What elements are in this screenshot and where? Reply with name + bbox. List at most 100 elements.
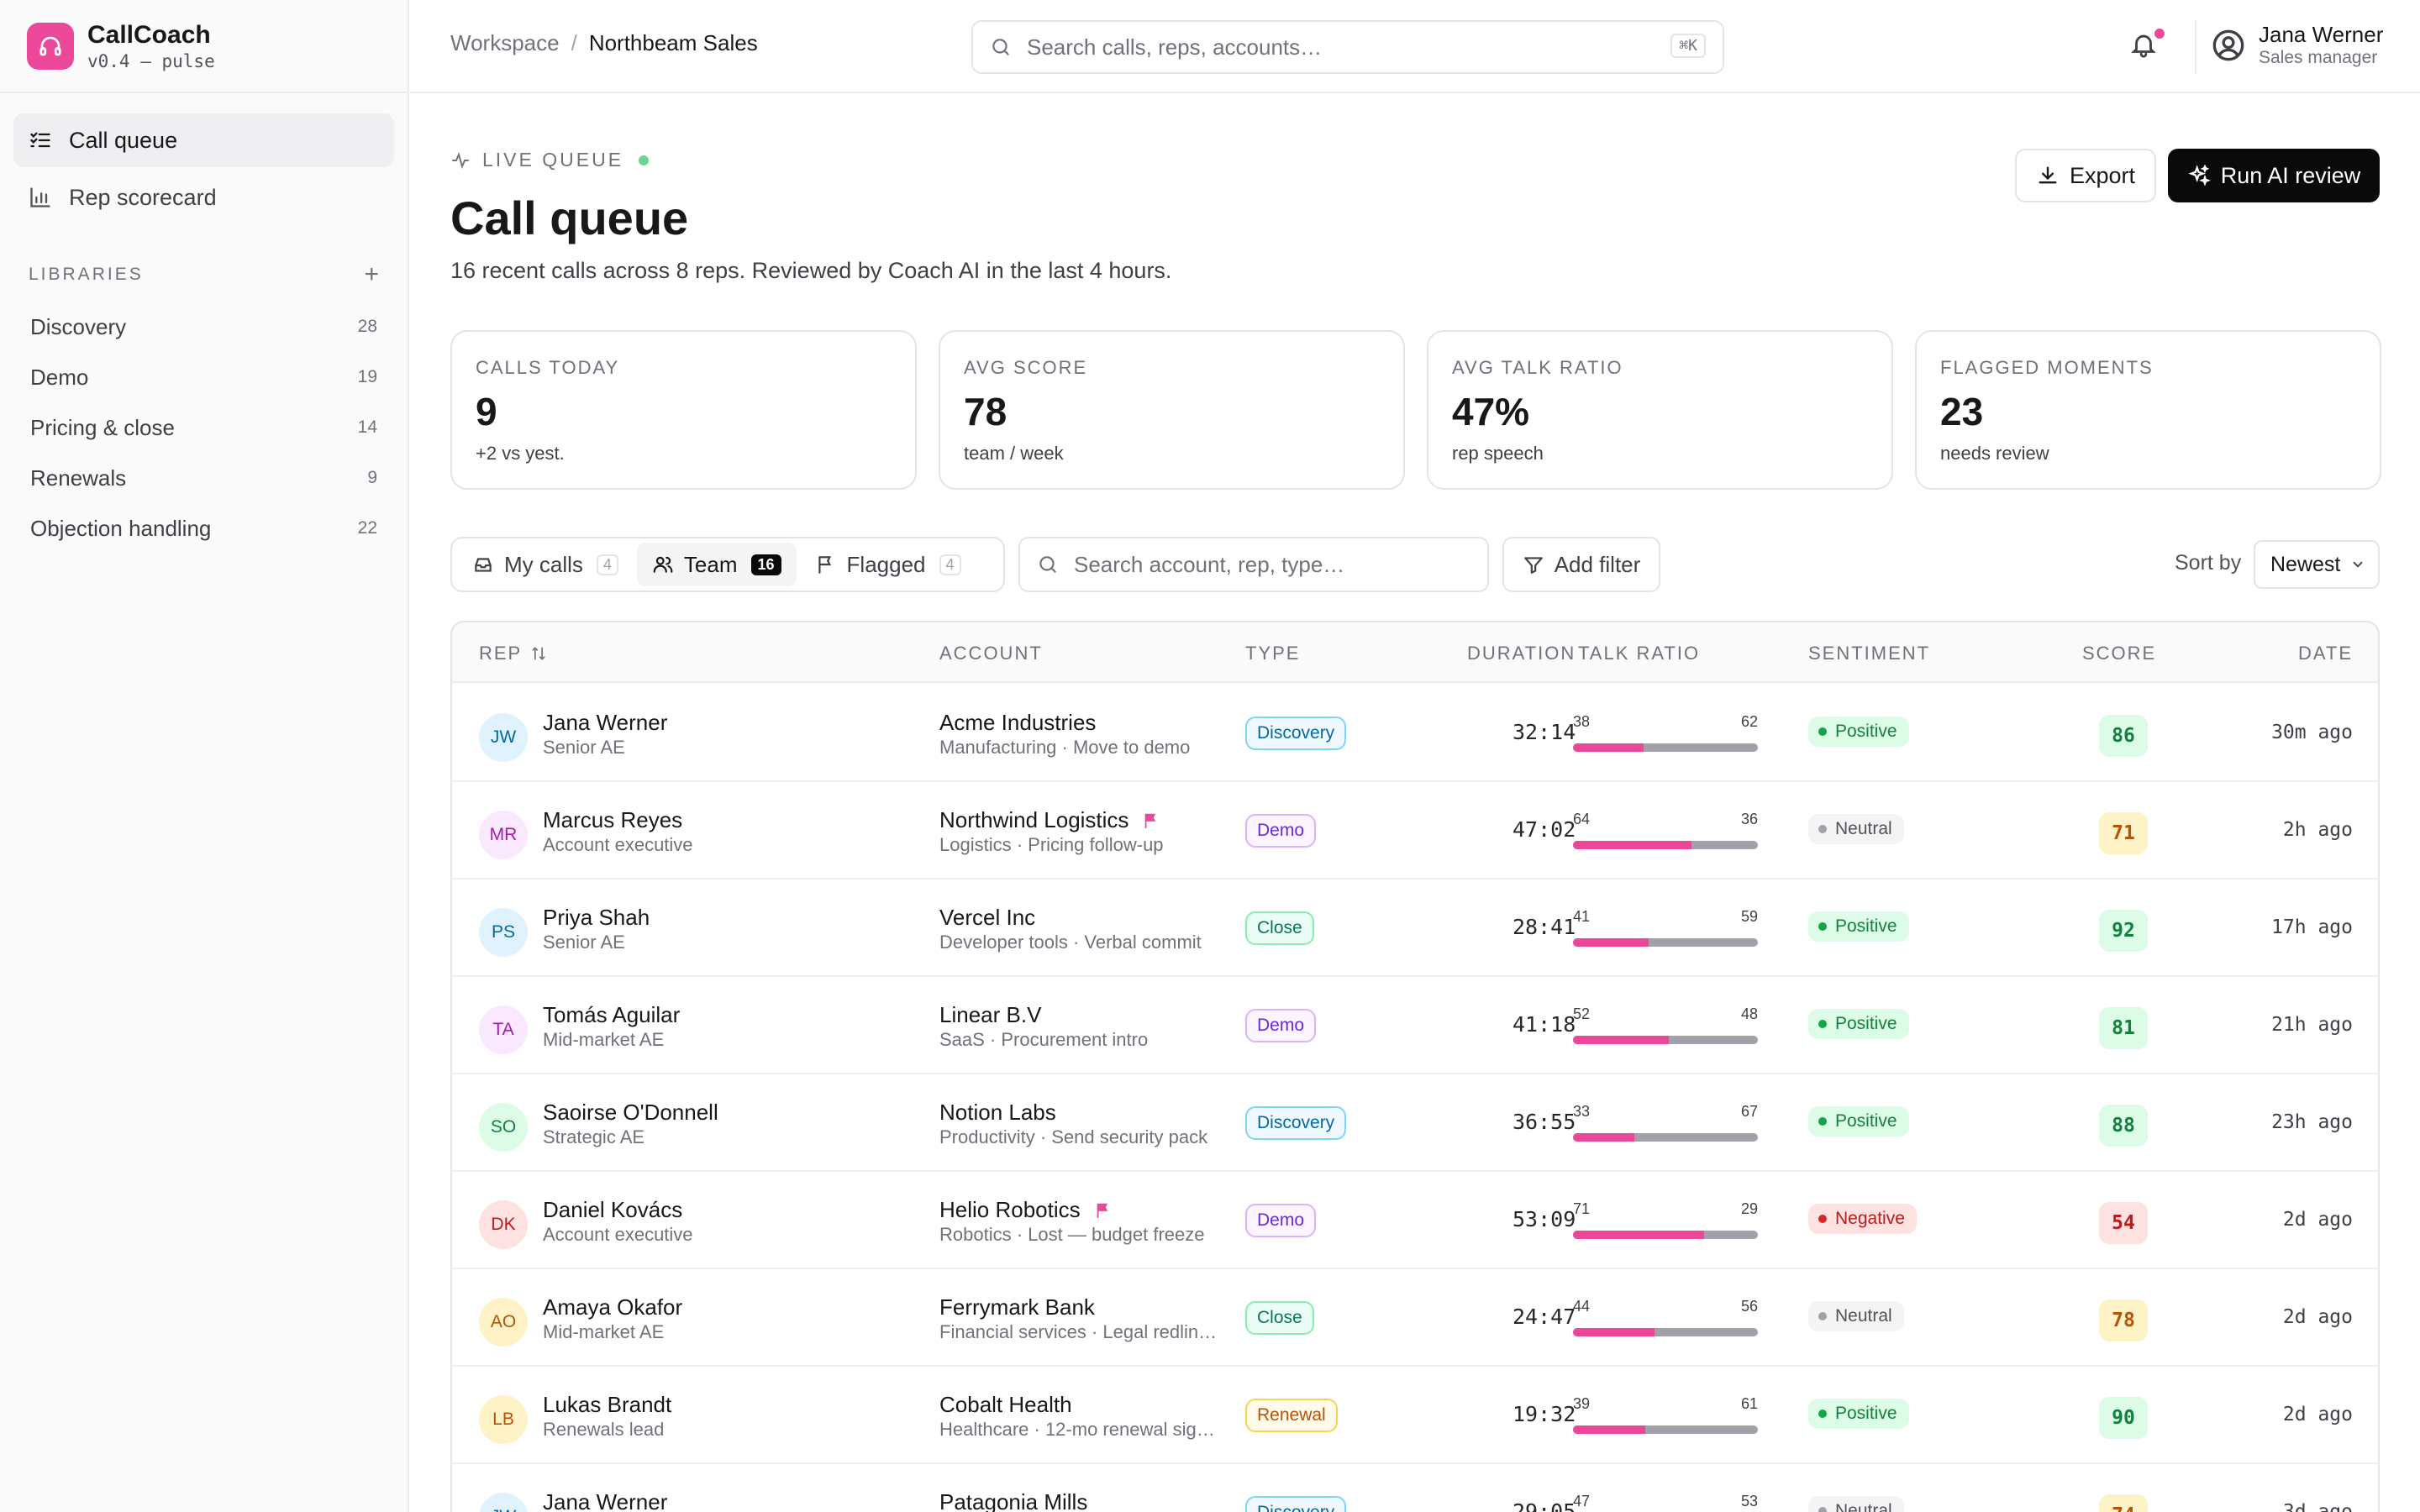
- rep-name[interactable]: Jana Werner: [543, 710, 668, 735]
- table-row[interactable]: JW Jana Werner Senior AE Acme Industries Man…: [452, 685, 2378, 782]
- libraries-title: LIBRARIES: [29, 265, 144, 284]
- table-row[interactable]: DK Daniel Kovács Account executive Helio Ro…: [452, 1172, 2378, 1269]
- tab-my-calls[interactable]: My calls 4: [457, 543, 634, 586]
- add-library-icon[interactable]: +: [364, 260, 379, 288]
- rep-name[interactable]: Marcus Reyes: [543, 807, 683, 832]
- nav-item-call-queue[interactable]: Call queue: [13, 113, 394, 167]
- notification-dot: [2154, 29, 2165, 39]
- column-header-account: ACCOUNT: [939, 643, 1043, 664]
- call-date: 21h ago: [2271, 1014, 2353, 1036]
- rep-name[interactable]: Saoirse O'Donnell: [543, 1100, 718, 1125]
- talk-ratio-rep: 39: [1573, 1395, 1591, 1412]
- rep-name[interactable]: Jana Werner: [543, 1489, 668, 1512]
- account-name[interactable]: Helio Robotics: [939, 1197, 1113, 1223]
- account-name[interactable]: Vercel Inc: [939, 905, 1035, 931]
- rep-name[interactable]: Tomás Aguilar: [543, 1002, 681, 1027]
- library-item-objection-handling[interactable]: Objection handling 22: [13, 503, 394, 554]
- table-row[interactable]: PS Priya Shah Senior AE Vercel Inc Developer…: [452, 879, 2378, 977]
- tab-flagged[interactable]: Flagged 4: [800, 543, 976, 586]
- talk-ratio-fill: [1573, 1425, 1645, 1434]
- library-label: Pricing & close: [30, 414, 175, 440]
- talk-ratio-bar: [1573, 841, 1758, 849]
- rep-name[interactable]: Lukas Brandt: [543, 1392, 672, 1417]
- notifications-bell-icon[interactable]: [2129, 30, 2158, 63]
- live-queue-label: LIVE QUEUE: [450, 149, 650, 171]
- export-button[interactable]: Export: [2015, 149, 2156, 202]
- table-row[interactable]: AO Amaya Okafor Mid-market AE Ferrymark Ban…: [452, 1269, 2378, 1367]
- run-ai-review-button[interactable]: Run AI review: [2168, 149, 2380, 202]
- flag-icon[interactable]: [1142, 811, 1160, 830]
- live-queue-text: LIVE QUEUE: [482, 149, 624, 171]
- user-avatar-icon: [2212, 29, 2244, 61]
- score-badge: 71: [2099, 812, 2148, 854]
- nav-item-rep-scorecard[interactable]: Rep scorecard: [13, 171, 394, 224]
- stat-value: 9: [476, 390, 497, 433]
- call-duration: 41:18: [1512, 1012, 1576, 1037]
- global-search-input[interactable]: Search calls, reps, accounts… ⌘K: [971, 20, 1724, 74]
- search-shortcut: ⌘K: [1670, 34, 1706, 58]
- table-row[interactable]: SO Saoirse O'Donnell Strategic AE Notion La…: [452, 1074, 2378, 1172]
- rep-name[interactable]: Amaya Okafor: [543, 1294, 683, 1320]
- account-name[interactable]: Patagonia Mills: [939, 1489, 1087, 1512]
- talk-ratio-fill: [1573, 1328, 1655, 1336]
- call-duration: 32:14: [1512, 720, 1576, 744]
- table-row[interactable]: LB Lukas Brandt Renewals lead Cobalt Health…: [452, 1367, 2378, 1464]
- global-search-placeholder: Search calls, reps, accounts…: [1027, 34, 1323, 60]
- libraries-header: LIBRARIES +: [0, 258, 408, 291]
- page-title: Call queue: [450, 192, 689, 244]
- account-name[interactable]: Linear B.V: [939, 1002, 1041, 1028]
- table-row[interactable]: TA Tomás Aguilar Mid-market AE Linear B.V Sa…: [452, 977, 2378, 1074]
- divider: [2195, 20, 2196, 74]
- rep-avatar: PS: [479, 908, 528, 957]
- library-item-renewals[interactable]: Renewals 9: [13, 453, 394, 503]
- talk-ratio: 38 62: [1573, 713, 1758, 760]
- search-icon: [992, 39, 1009, 55]
- bar-chart-icon: [30, 187, 50, 207]
- library-item-demo[interactable]: Demo 19: [13, 352, 394, 402]
- stat-card-flagged-moments: FLAGGED MOMENTS 23 needs review: [1915, 330, 2381, 490]
- account-detail: Robotics · Lost — budget freeze: [939, 1224, 1205, 1245]
- stat-sub: +2 vs yest.: [476, 443, 565, 464]
- call-type-badge: Close: [1245, 1301, 1314, 1335]
- sort-select[interactable]: Newest: [2254, 540, 2380, 589]
- rep-name[interactable]: Daniel Kovács: [543, 1197, 683, 1222]
- rep-name[interactable]: Priya Shah: [543, 905, 650, 930]
- activity-icon: [452, 151, 469, 169]
- sparkles-icon: [2187, 164, 2211, 186]
- account-name[interactable]: Notion Labs: [939, 1100, 1056, 1126]
- account-name[interactable]: Acme Industries: [939, 710, 1096, 736]
- account-name[interactable]: Northwind Logistics: [939, 807, 1160, 833]
- avatar-initials: DK: [491, 1215, 516, 1234]
- talk-ratio-bar: [1573, 1231, 1758, 1239]
- brand: CallCoach v0.4 — pulse: [0, 0, 408, 93]
- table-search-input[interactable]: Search account, rep, type…: [1018, 537, 1489, 592]
- call-date: 2d ago: [2282, 1404, 2353, 1425]
- flag-icon[interactable]: [1094, 1201, 1113, 1220]
- user-menu[interactable]: Jana Werner Sales manager: [2212, 22, 2383, 69]
- talk-ratio-bar: [1573, 1133, 1758, 1142]
- table-row[interactable]: MR Marcus Reyes Account executive Northwind…: [452, 782, 2378, 879]
- rep-role: Account executive: [543, 1224, 693, 1245]
- add-filter-button[interactable]: Add filter: [1502, 537, 1660, 592]
- account-name[interactable]: Ferrymark Bank: [939, 1294, 1095, 1320]
- library-label: Demo: [30, 364, 89, 390]
- library-item-discovery[interactable]: Discovery 28: [13, 302, 394, 352]
- rep-avatar: SO: [479, 1103, 528, 1152]
- account-detail: Logistics · Pricing follow-up: [939, 834, 1164, 855]
- column-header-rep[interactable]: REP: [479, 643, 547, 664]
- library-item-pricing-close[interactable]: Pricing & close 14: [13, 402, 394, 453]
- account-name[interactable]: Cobalt Health: [939, 1392, 1072, 1418]
- call-date: 3d ago: [2282, 1501, 2353, 1512]
- breadcrumb-current: Northbeam Sales: [588, 30, 758, 55]
- talk-ratio-customer: 59: [1740, 908, 1758, 925]
- breadcrumb-workspace[interactable]: Workspace: [450, 30, 560, 55]
- tab-team[interactable]: Team 16: [636, 543, 797, 586]
- rep-avatar: DK: [479, 1200, 528, 1249]
- table-header: REP ACCOUNT TYPE DURATION TALK RATIO SEN…: [452, 622, 2378, 683]
- call-type-badge: Demo: [1245, 1204, 1317, 1237]
- score-badge: 81: [2099, 1007, 2148, 1049]
- library-count: 22: [357, 518, 377, 538]
- column-header-sentiment: SENTIMENT: [1808, 643, 1931, 664]
- talk-ratio-fill: [1573, 1036, 1670, 1044]
